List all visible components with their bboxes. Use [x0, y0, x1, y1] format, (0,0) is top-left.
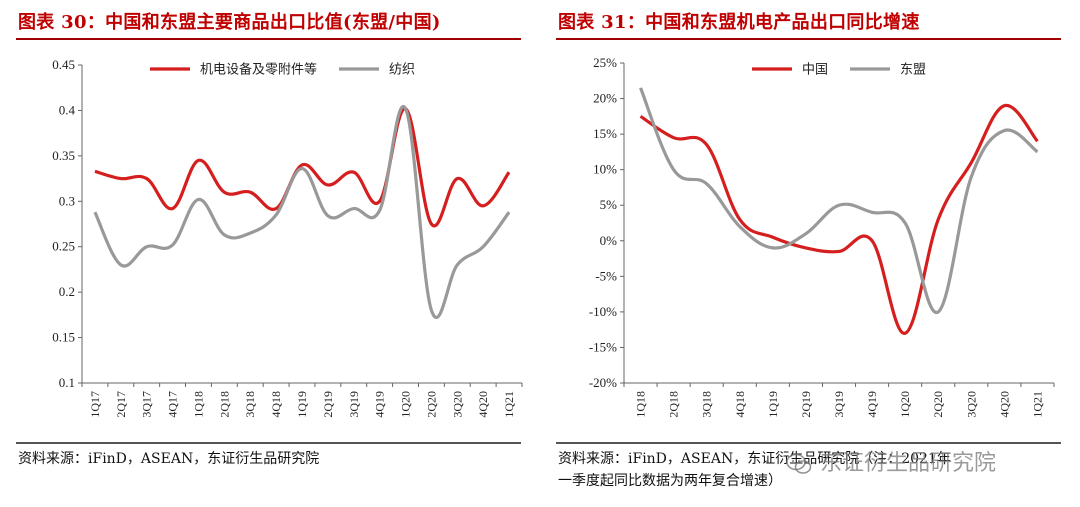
right-series-1-line	[639, 104, 1039, 335]
left-x-tick-label: 2Q19	[321, 391, 335, 418]
right-title-rule	[556, 38, 1061, 40]
right-x-tick-label: 3Q19	[832, 391, 846, 418]
left-series-2-line	[93, 104, 511, 320]
left-x-tick-label: 1Q19	[295, 391, 309, 418]
right-chart-title: 图表 31：中国和东盟机电产品出口同比增速	[558, 12, 920, 33]
right-y-tick-label: -10%	[589, 304, 617, 319]
left-y-tick-label: 0.2	[59, 284, 75, 299]
left-x-tick-label: 2Q18	[217, 391, 231, 418]
left-y-tick-label: 0.1	[59, 375, 75, 390]
right-source-note: 资料来源：iFinD，ASEAN，东证衍生品研究院（注：2021年 一季度起同比…	[558, 451, 951, 489]
left-series-1-line	[94, 106, 511, 228]
watermark: 东证衍生品研究院	[786, 445, 996, 477]
right-y-tick-label: 5%	[600, 197, 618, 212]
left-x-tick-label: 4Q20	[476, 391, 490, 418]
left-x-tick-label: 3Q18	[243, 391, 257, 418]
left-x-tick-label: 1Q21	[502, 391, 516, 418]
right-y-tick-label: 0%	[600, 233, 618, 248]
left-title-rule	[16, 38, 521, 40]
right-source-rule	[556, 442, 1061, 444]
right-x-tick-label: 1Q21	[1030, 391, 1044, 418]
left-chart-panel: 图表 30：中国和东盟主要商品出口比值(东盟/中国) 0.45 0.4 0.35 0.…	[16, 12, 523, 467]
left-x-tick-label: 2Q20	[424, 391, 438, 418]
left-legend-label: 机电设备及零附件等	[200, 62, 317, 78]
right-y-tick-label: 10%	[593, 162, 617, 177]
right-x-tick-label: 2Q20	[931, 391, 945, 418]
right-x-tick-label: 1Q20	[898, 391, 912, 418]
right-x-tick-label: 3Q20	[964, 391, 978, 418]
left-chart-plot: 0.45 0.4 0.35 0.3 0.25 0.2 0.15 0.1 1Q17 2Q17 3Q17…	[52, 57, 523, 418]
watermark-text: 东证衍生品研究院	[820, 451, 997, 476]
left-y-tick-label: 0.4	[59, 102, 76, 117]
right-y-tick-label: -15%	[589, 339, 617, 354]
left-x-tick-label: 2Q17	[114, 391, 128, 418]
left-y-tick-label: 0.25	[52, 239, 75, 254]
right-y-tick-label: -5%	[595, 268, 617, 283]
right-series-2-line	[639, 87, 1039, 314]
right-x-tick-label: 2Q19	[799, 391, 813, 418]
left-y-tick-label: 0.15	[52, 330, 75, 345]
right-x-tick-label: 3Q18	[700, 391, 714, 418]
left-x-tick-label: 4Q19	[373, 391, 387, 418]
right-y-tick-label: 15%	[593, 126, 617, 141]
right-legend-label: 东盟	[900, 63, 926, 78]
right-x-tick-label: 4Q18	[733, 391, 747, 418]
right-x-tick-label: 2Q18	[667, 391, 681, 418]
right-y-tick-label: 25%	[593, 55, 617, 70]
left-x-tick-label: 1Q17	[88, 391, 102, 418]
left-x-tick-label: 1Q20	[399, 391, 413, 418]
right-x-tick-label: 4Q19	[865, 391, 879, 418]
left-x-tick-label: 3Q20	[450, 391, 464, 418]
left-chart-title: 图表 30：中国和东盟主要商品出口比值(东盟/中国)	[18, 12, 441, 33]
left-y-tick-label: 0.3	[59, 193, 75, 208]
right-y-tick-label: 20%	[593, 91, 617, 106]
right-x-tick-label: 4Q20	[997, 391, 1011, 418]
wechat-logo-icon	[786, 453, 812, 474]
right-x-tick-label: 1Q19	[766, 391, 780, 418]
left-x-tick-label: 4Q18	[269, 391, 283, 418]
right-chart-plot: 25% 20% 15% 10% 5% 0% -5% -10% -15% -20% 1Q18 2Q18 3…	[589, 55, 1055, 418]
right-chart-panel: 图表 31：中国和东盟机电产品出口同比增速 25% 20% 15% 10% 5% 0% -5…	[540, 0, 1080, 507]
right-y-tick-label: -20%	[589, 375, 617, 390]
left-y-tick-label: 0.45	[52, 57, 75, 72]
right-legend-label: 中国	[802, 63, 828, 78]
left-y-tick-label: 0.35	[52, 148, 75, 163]
left-source-note: 资料来源：iFinD，ASEAN，东证衍生品研究院	[18, 451, 320, 467]
left-x-tick-label: 3Q17	[140, 391, 154, 418]
left-x-tick-label: 3Q19	[347, 391, 361, 418]
left-x-tick-label: 4Q17	[166, 391, 180, 418]
left-x-tick-label: 1Q18	[191, 391, 205, 418]
right-x-tick-label: 1Q18	[634, 391, 648, 418]
left-source-rule	[16, 442, 521, 444]
left-legend-label: 纺织	[389, 63, 415, 78]
